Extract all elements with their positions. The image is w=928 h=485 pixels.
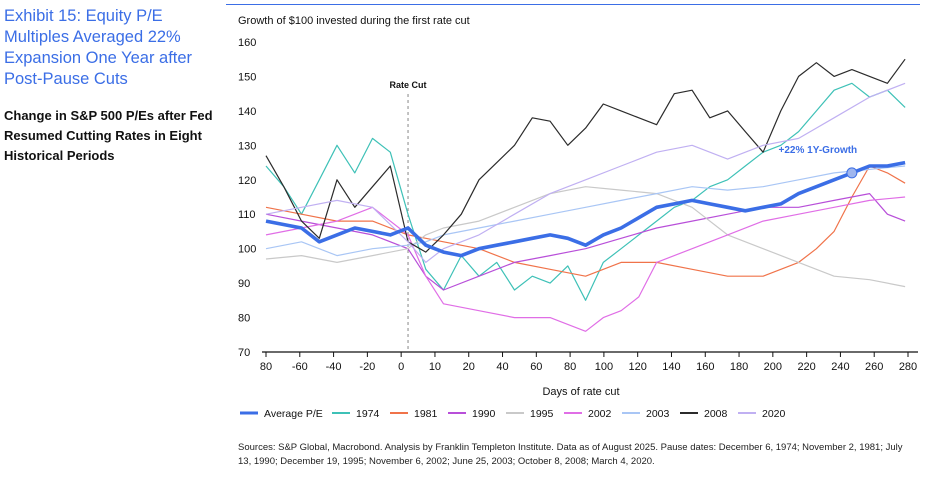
series-line-1981 (265, 165, 906, 277)
legend: Average P/E 1974 1981 1990 1995 2002 2003 2008 2… (240, 408, 786, 420)
legend-label: 1974 (356, 408, 380, 420)
left-panel: Exhibit 15: Equity P/E Multiples Average… (0, 0, 225, 485)
x-tick-label: 100 (595, 361, 613, 373)
x-tick-label: -20 (359, 361, 375, 373)
x-tick-label: 220 (797, 361, 815, 373)
x-tick-label: 10 (429, 361, 441, 373)
top-rule (226, 4, 920, 5)
x-tick-label: 200 (764, 361, 782, 373)
x-tick-label: 80 (564, 361, 576, 373)
x-tick-label: 260 (865, 361, 883, 373)
y-tick-label: 150 (238, 71, 256, 83)
x-tick-label: 140 (662, 361, 680, 373)
series-line-1974 (265, 82, 906, 301)
x-tick-label: 280 (899, 361, 917, 373)
x-tick-label: 80 (260, 361, 272, 373)
series-line-2003 (265, 165, 906, 257)
exhibit-subtitle: Change in S&P 500 P/Es after Fed Resumed… (4, 108, 213, 163)
x-axis-ticks: 80 -60 -40 -20 0 10 20 40 60 80 100 120 140 160 180 200… (260, 352, 917, 373)
series-line-1990 (265, 193, 906, 291)
growth-label: +22% 1Y-Growth (779, 145, 858, 156)
y-axis-ticks: 70 80 90 100 110 120 130 140 150 160 (238, 37, 256, 359)
legend-label: Average P/E (264, 408, 323, 420)
y-tick-label: 80 (238, 313, 250, 325)
series-line-average-p-e (265, 160, 906, 258)
exhibit-title: Exhibit 15: Equity P/E Multiples Average… (4, 7, 193, 88)
y-tick-label: 90 (238, 278, 250, 290)
y-tick-label: 100 (238, 244, 256, 256)
x-tick-label: 160 (696, 361, 714, 373)
x-tick-label: 0 (398, 361, 404, 373)
growth-chart: Growth of $100 invested during the first… (238, 15, 918, 420)
x-tick-label: 120 (629, 361, 647, 373)
legend-label: 1990 (472, 408, 496, 420)
rate-cut-label: Rate Cut (390, 80, 427, 90)
y-tick-label: 110 (238, 209, 256, 221)
x-tick-label: -40 (326, 361, 342, 373)
legend-label: 2020 (762, 408, 786, 420)
legend-label: 2002 (588, 408, 612, 420)
legend-label: 2003 (646, 408, 670, 420)
x-tick-label: 180 (730, 361, 748, 373)
x-axis-title: Days of rate cut (542, 386, 619, 398)
x-tick-label: -60 (292, 361, 308, 373)
series-line-2020 (265, 82, 906, 263)
y-tick-label: 140 (238, 106, 256, 118)
x-tick-label: 240 (831, 361, 849, 373)
source-note: Sources: S&P Global, Macrobond. Analysis… (238, 442, 903, 467)
y-tick-label: 160 (238, 37, 256, 49)
x-tick-label: 40 (496, 361, 508, 373)
series-layer (265, 58, 906, 332)
chart-title: Growth of $100 invested during the first… (238, 15, 470, 27)
y-tick-label: 130 (238, 140, 256, 152)
x-tick-label: 60 (530, 361, 542, 373)
legend-label: 1995 (530, 408, 554, 420)
growth-marker (846, 167, 858, 179)
legend-label: 1981 (414, 408, 438, 420)
x-tick-label: 20 (463, 361, 475, 373)
y-tick-label: 70 (238, 347, 250, 359)
legend-label: 2008 (704, 408, 728, 420)
y-tick-label: 120 (238, 175, 256, 187)
series-line-2008 (265, 58, 906, 253)
series-line-1995 (265, 186, 906, 288)
series-line-2002 (265, 196, 906, 332)
